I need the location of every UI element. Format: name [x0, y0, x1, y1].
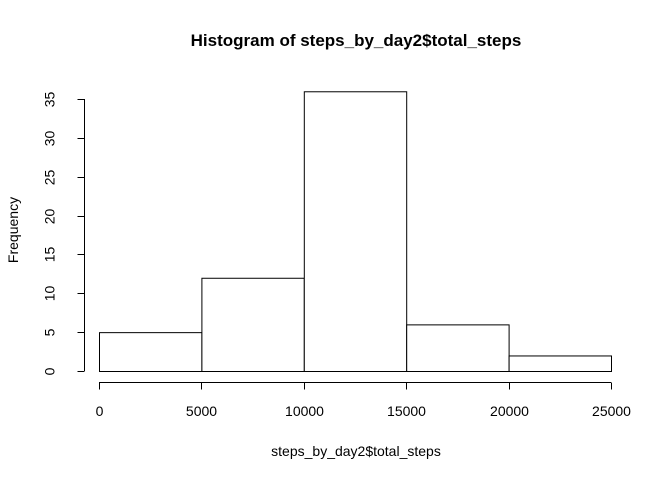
x-tick-label-0: 0	[96, 403, 104, 419]
x-tick-label-4: 20000	[490, 403, 529, 419]
histogram-bar-1	[201, 277, 305, 373]
y-tick-label-7: 35	[42, 92, 58, 108]
histogram-bar-0	[99, 332, 203, 372]
x-axis-label: steps_by_day2$total_steps	[271, 443, 441, 459]
x-tick-label-5: 25000	[592, 403, 631, 419]
histogram-bar-4	[508, 355, 613, 372]
y-axis-label: Frequency	[5, 197, 21, 263]
histogram-bar-2	[303, 91, 408, 372]
x-tick-label-3: 15000	[387, 403, 426, 419]
chart-title: Histogram of steps_by_day2$total_steps	[191, 31, 522, 50]
y-tick-label-5: 25	[42, 170, 58, 186]
x-tick-label-1: 5000	[186, 403, 217, 419]
y-tick-label-3: 15	[42, 247, 58, 263]
y-axis: 0 5 10 15 20 25 30 35	[42, 92, 85, 375]
y-tick-label-4: 20	[42, 209, 58, 225]
x-tick-label-2: 10000	[285, 403, 324, 419]
y-tick-label-2: 10	[42, 286, 58, 302]
y-tick-label-0: 0	[42, 367, 58, 375]
y-tick-label-1: 5	[42, 328, 58, 336]
x-axis: 0 5000 10000 15000 20000 25000	[96, 382, 631, 419]
bars-group	[99, 91, 613, 373]
histogram-bar-3	[406, 324, 510, 373]
y-tick-label-6: 30	[42, 131, 58, 147]
